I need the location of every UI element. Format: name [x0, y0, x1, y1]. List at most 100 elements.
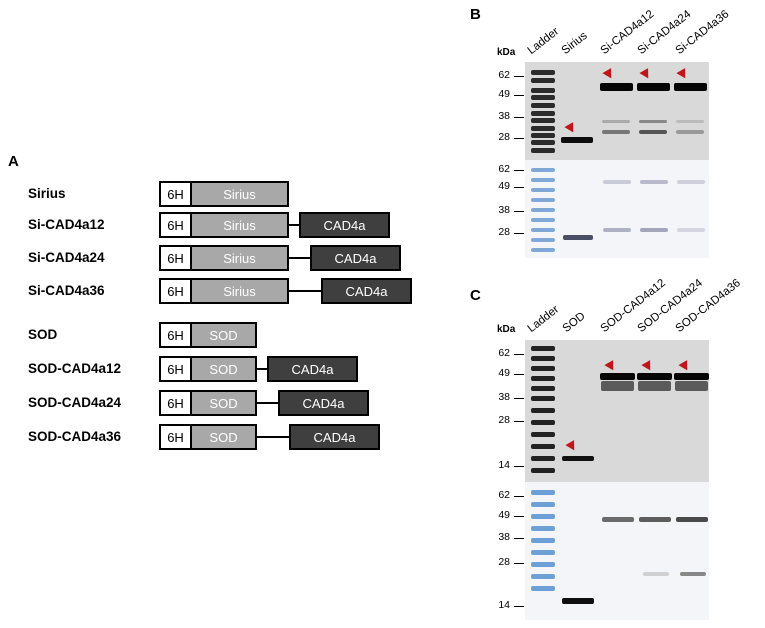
marker-tick [514, 187, 524, 188]
linker-line [256, 368, 268, 370]
construct-name: SOD-CAD4a36 [28, 429, 122, 444]
gel-band [637, 83, 670, 91]
marker-tick [514, 606, 524, 607]
his-tag-box: 6H [159, 390, 192, 416]
his-tag-box: 6H [159, 424, 192, 450]
gel-band [531, 420, 555, 425]
marker-label: 38 [498, 204, 510, 216]
gel-band [531, 456, 555, 461]
gel-band [638, 381, 671, 391]
marker-label: 62 [498, 163, 510, 175]
gel-band [531, 111, 555, 116]
cad4a-box: CAD4a [310, 245, 401, 271]
gel-band [531, 118, 555, 123]
gel-band [561, 137, 593, 143]
marker-label: 49 [498, 367, 510, 379]
gel-band [675, 381, 708, 391]
gel-band [531, 208, 555, 212]
gel-band [531, 586, 555, 591]
gel-band [531, 218, 555, 222]
cad4a-box: CAD4a [267, 356, 358, 382]
gel-band [531, 228, 555, 232]
marker-tick [514, 354, 524, 355]
gel-band [600, 373, 635, 380]
marker-tick [514, 117, 524, 118]
lane-label: Sirius [559, 29, 590, 57]
lane-label: SOD [560, 310, 588, 335]
marker-label: 49 [498, 509, 510, 521]
gel-band [531, 148, 555, 153]
gel-band [531, 248, 555, 252]
his-tag-box: 6H [159, 181, 192, 207]
gel-band [531, 70, 555, 75]
panel-c-kda-title: kDa [497, 324, 516, 335]
domain-box: Sirius [190, 245, 289, 271]
marker-label: 62 [498, 489, 510, 501]
construct-name: SOD [28, 327, 58, 342]
cad4a-box: CAD4a [278, 390, 369, 416]
gel-band [639, 517, 671, 522]
construct-name: Si-CAD4a36 [28, 283, 105, 298]
panel-b-gel-top [525, 62, 709, 160]
marker-tick [514, 76, 524, 77]
domain-box: Sirius [190, 181, 289, 207]
panel-b-gel-bottom [525, 160, 709, 258]
marker-tick [514, 496, 524, 497]
gel-band [531, 386, 555, 391]
marker-tick [514, 138, 524, 139]
lane-label: Ladder [525, 303, 562, 335]
domain-box: Sirius [190, 278, 289, 304]
domain-box: SOD [190, 322, 257, 348]
gel-band [531, 550, 555, 555]
gel-band [531, 140, 555, 145]
gel-band [531, 376, 555, 381]
gel-band [531, 103, 555, 108]
marker-label: 49 [498, 180, 510, 192]
gel-band [562, 456, 594, 461]
marker-tick [514, 516, 524, 517]
gel-band [531, 356, 555, 361]
gel-band [531, 198, 555, 202]
gel-band [603, 228, 631, 232]
marker-label: 38 [498, 391, 510, 403]
lane-label: SOD-CAD4a24 [635, 277, 705, 335]
marker-label: 28 [498, 556, 510, 568]
gel-band [531, 538, 555, 543]
gel-band [531, 133, 555, 138]
gel-band [674, 83, 707, 91]
gel-band [531, 95, 555, 100]
gel-band [602, 120, 630, 123]
marker-label: 28 [498, 131, 510, 143]
gel-band [531, 490, 555, 495]
gel-band [531, 562, 555, 567]
marker-label: 38 [498, 110, 510, 122]
gel-band [643, 572, 669, 576]
gel-band [640, 180, 668, 184]
his-tag-box: 6H [159, 245, 192, 271]
cad4a-box: CAD4a [299, 212, 390, 238]
gel-band [531, 366, 555, 371]
his-tag-box: 6H [159, 356, 192, 382]
gel-band [531, 126, 555, 131]
marker-tick [514, 95, 524, 96]
gel-band [680, 572, 706, 576]
marker-tick [514, 398, 524, 399]
marker-tick [514, 170, 524, 171]
lane-label: Ladder [525, 25, 562, 57]
marker-tick [514, 233, 524, 234]
marker-label: 62 [498, 69, 510, 81]
his-tag-box: 6H [159, 212, 192, 238]
marker-tick [514, 211, 524, 212]
cad4a-box: CAD4a [289, 424, 380, 450]
gel-band [563, 235, 593, 240]
construct-name: Sirius [28, 186, 66, 201]
his-tag-box: 6H [159, 322, 192, 348]
linker-line [256, 402, 279, 404]
gel-band [531, 78, 555, 83]
gel-band [676, 120, 704, 123]
lane-label: SOD-CAD4a36 [673, 277, 743, 335]
linker-line [288, 257, 311, 259]
marker-label: 38 [498, 531, 510, 543]
panel-b-kda-title: kDa [497, 47, 516, 58]
gel-band [531, 408, 555, 413]
